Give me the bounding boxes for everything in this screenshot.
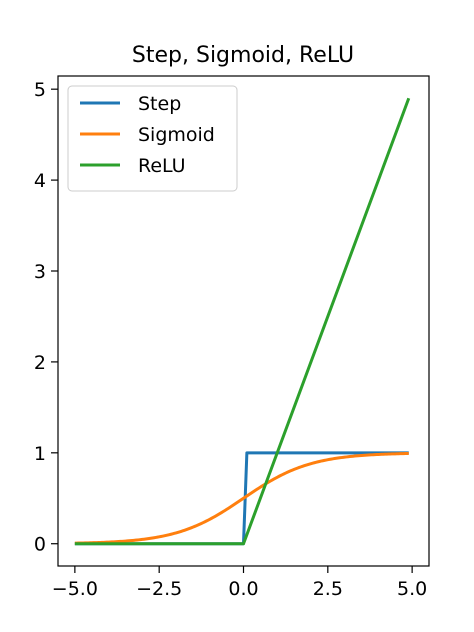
series-line-relu [74, 97, 411, 546]
series-line-sigmoid [74, 451, 409, 545]
x-axis: −5.0 −2.5 0.0 2.5 5.0 [52, 566, 427, 600]
x-tick-label: 2.5 [313, 578, 343, 600]
x-tick-label: −5.0 [52, 578, 98, 600]
x-tick-label: 0.0 [228, 578, 258, 600]
y-tick-label: 4 [34, 170, 46, 192]
legend-label-relu: ReLU [138, 155, 186, 177]
chart-title: Step, Sigmoid, ReLU [132, 43, 354, 68]
y-tick-label: 5 [34, 79, 46, 101]
y-tick-label: 3 [34, 261, 46, 283]
y-axis: 0 1 2 3 4 5 [34, 79, 58, 556]
legend: Step Sigmoid ReLU [67, 85, 238, 192]
y-tick-label: 0 [34, 534, 46, 556]
x-tick-label: −2.5 [136, 578, 182, 600]
y-tick-label: 2 [34, 352, 46, 374]
x-tick-label: 5.0 [397, 578, 427, 600]
y-tick-label: 1 [34, 443, 46, 465]
series-layer [74, 97, 411, 546]
legend-label-sigmoid: Sigmoid [138, 124, 215, 146]
legend-label-step: Step [138, 93, 181, 115]
